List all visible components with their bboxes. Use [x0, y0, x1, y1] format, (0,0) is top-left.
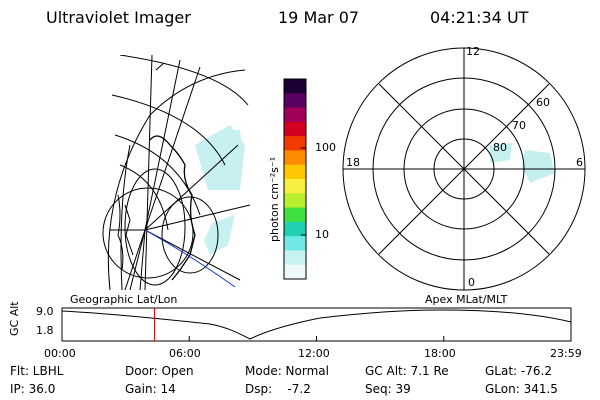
colorbar-frame: [283, 78, 307, 280]
glon-info: GLon: 341.5: [485, 382, 558, 396]
timeline-tick-1200: 12:00: [298, 347, 330, 360]
mlt-label-6: 6: [576, 156, 583, 169]
geographic-map: [102, 55, 251, 290]
colorbar-swatch: [284, 221, 306, 237]
colorbar-swatch: [284, 179, 306, 194]
seq-info: Seq: 39: [365, 382, 411, 396]
colorbar-swatch: [284, 236, 306, 251]
dsp-info: Dsp: -7.2: [245, 382, 311, 396]
observation-time: 04:21:34 UT: [430, 8, 529, 27]
colorbar-unit-label: photon cm⁻²s⁻¹: [268, 156, 281, 242]
colorbar: [283, 78, 307, 280]
colorbar-swatch: [284, 93, 306, 109]
mlat-label-60: 60: [536, 96, 550, 109]
timeline-tick-0000: 00:00: [44, 347, 76, 360]
timeline-ylabel: GC Alt: [8, 301, 21, 336]
ip-info: IP: 36.0: [10, 382, 56, 396]
glat-info: GLat: -76.2: [485, 364, 552, 378]
gc-alt-info: GC Alt: 7.1 Re: [365, 364, 449, 378]
instrument-title: Ultraviolet Imager: [46, 8, 191, 27]
mlat-label-70: 70: [512, 119, 526, 132]
mlt-label-18: 18: [346, 156, 360, 169]
mlt-label-12: 12: [466, 45, 480, 58]
observation-date: 19 Mar 07: [278, 8, 360, 27]
altitude-curve: [61, 309, 572, 340]
aurora-emission-right: [490, 143, 555, 183]
gain-info: Gain: 14: [125, 382, 176, 396]
left-map-title: Geographic Lat/Lon: [70, 293, 178, 306]
mlt-label-0: 0: [468, 276, 475, 289]
mlat-label-80: 80: [493, 141, 507, 154]
colorbar-swatch: [284, 79, 306, 94]
colorbar-swatch: [284, 264, 306, 280]
mode-info: Mode: Normal: [245, 364, 329, 378]
colorbar-swatch: [284, 193, 306, 209]
polar-mlt-plot: [342, 47, 586, 291]
colorbar-swatch: [284, 250, 306, 266]
filter-info: Flt: LBHL: [10, 364, 64, 378]
timeline-tick-0600: 06:00: [169, 347, 201, 360]
colorbar-swatch: [284, 136, 306, 151]
colorbar-tick-10: 10: [315, 228, 329, 241]
right-map-title: Apex MLat/MLT: [425, 293, 508, 306]
aurora-emission-left: [195, 125, 245, 255]
colorbar-swatch: [284, 207, 306, 223]
timeline-tick-1800: 18:00: [424, 347, 456, 360]
timeline-ymin: 1.8: [36, 324, 54, 337]
timeline-tick-2359: 23:59: [550, 347, 582, 360]
altitude-timeline: [61, 307, 572, 342]
colorbar-tick-100: 100: [315, 141, 336, 154]
door-info: Door: Open: [125, 364, 194, 378]
timeline-ymax: 9.0: [36, 305, 54, 318]
colorbar-swatch: [284, 121, 306, 137]
colorbar-swatch: [284, 150, 306, 166]
colorbar-swatch: [284, 164, 306, 180]
colorbar-swatch: [284, 107, 306, 123]
